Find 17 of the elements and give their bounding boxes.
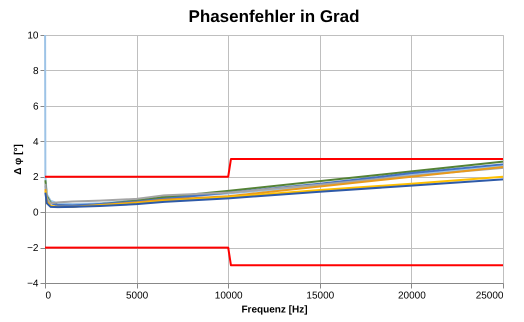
y-tick-label: 2 [32, 172, 39, 184]
y-tick-label: −4 [27, 278, 39, 290]
x-tick-label: 0 [46, 290, 52, 302]
y-tick-label: 6 [32, 101, 39, 112]
chart-title: Phasenfehler in Grad [188, 7, 360, 26]
y-tick-label: −2 [27, 243, 39, 254]
y-tick-label: 8 [32, 66, 39, 77]
x-tick-label: 15000 [306, 290, 335, 302]
y-tick-label: 0 [32, 208, 39, 219]
y-tick-label: 4 [32, 136, 39, 148]
x-tick-label: 25000 [476, 290, 504, 302]
x-tick-label: 10000 [214, 290, 244, 302]
x-axis-title: Frequenz [Hz] [241, 304, 308, 316]
y-axis-title: Δ φ [°] [13, 144, 24, 175]
y-tick-label: 10 [27, 30, 39, 42]
x-tick-label: 20000 [398, 290, 426, 302]
x-tick-label: 5000 [126, 290, 149, 302]
